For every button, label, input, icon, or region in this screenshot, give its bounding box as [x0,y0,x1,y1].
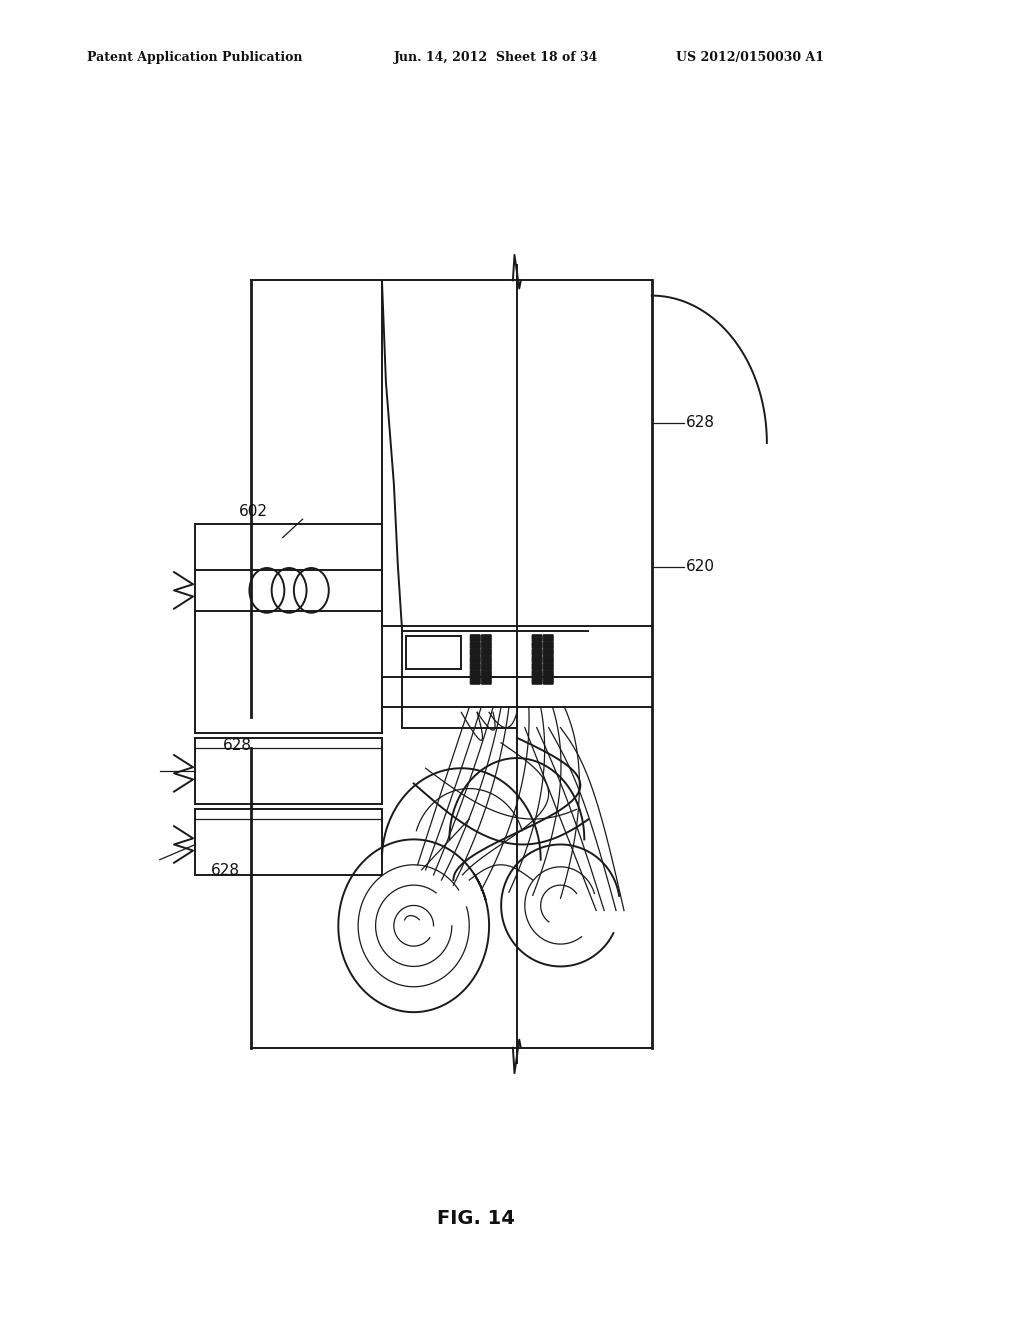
FancyBboxPatch shape [531,671,543,677]
Bar [401,677,517,727]
Bar [196,524,382,733]
FancyBboxPatch shape [470,649,480,656]
Text: Patent Application Publication: Patent Application Publication [87,50,302,63]
FancyBboxPatch shape [470,656,480,663]
FancyBboxPatch shape [470,642,480,649]
Text: 628: 628 [211,863,241,878]
FancyBboxPatch shape [481,671,492,677]
FancyBboxPatch shape [531,663,543,671]
FancyBboxPatch shape [531,656,543,663]
FancyBboxPatch shape [481,656,492,663]
FancyBboxPatch shape [470,635,480,642]
FancyBboxPatch shape [543,671,553,677]
FancyBboxPatch shape [531,635,543,642]
Text: FIG. 14: FIG. 14 [437,1209,515,1228]
FancyBboxPatch shape [543,677,553,684]
FancyBboxPatch shape [531,642,543,649]
Text: US 2012/0150030 A1: US 2012/0150030 A1 [676,50,824,63]
FancyBboxPatch shape [481,635,492,642]
FancyBboxPatch shape [481,642,492,649]
Text: Jun. 14, 2012  Sheet 18 of 34: Jun. 14, 2012 Sheet 18 of 34 [394,50,599,63]
FancyBboxPatch shape [543,656,553,663]
FancyBboxPatch shape [543,635,553,642]
FancyBboxPatch shape [543,663,553,671]
Text: 602: 602 [240,504,268,519]
FancyBboxPatch shape [470,677,480,684]
Text: 628: 628 [686,414,715,430]
Text: 628: 628 [223,738,252,752]
Bar [406,636,461,669]
FancyBboxPatch shape [531,649,543,656]
FancyBboxPatch shape [481,663,492,671]
Bar [196,738,382,804]
Text: 620: 620 [686,560,715,574]
FancyBboxPatch shape [470,671,480,677]
FancyBboxPatch shape [531,677,543,684]
Bar [196,809,382,875]
FancyBboxPatch shape [481,677,492,684]
FancyBboxPatch shape [470,663,480,671]
FancyBboxPatch shape [543,649,553,656]
FancyBboxPatch shape [481,649,492,656]
FancyBboxPatch shape [543,642,553,649]
